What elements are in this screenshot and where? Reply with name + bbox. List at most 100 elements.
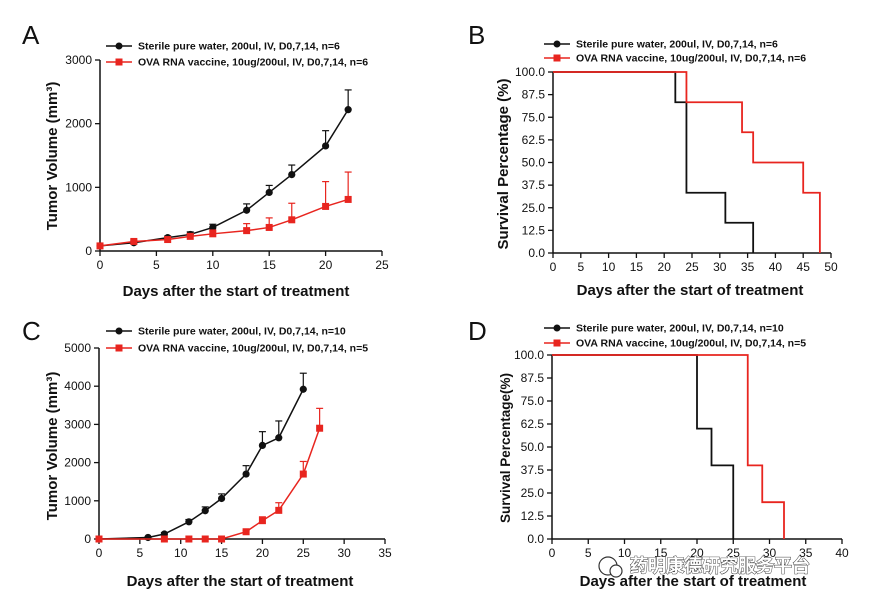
y-tick-label: 25.0 bbox=[522, 201, 546, 215]
data-point-vaccine bbox=[258, 517, 266, 525]
survival-step-line-vaccine bbox=[553, 71, 821, 253]
x-tick-label: 20 bbox=[319, 258, 333, 272]
x-tick-label: 0 bbox=[96, 546, 103, 560]
y-tick-label: 87.5 bbox=[522, 88, 546, 102]
y-tick-label: 37.5 bbox=[521, 463, 545, 477]
y-tick-label: 62.5 bbox=[521, 417, 545, 431]
x-tick-label: 5 bbox=[153, 258, 160, 272]
legend-label-control: Sterile pure water, 200ul, IV, D0,7,14, … bbox=[576, 39, 778, 51]
data-point-vaccine bbox=[185, 535, 193, 543]
wechat-icon-bubble bbox=[609, 564, 623, 578]
data-point-vaccine bbox=[316, 424, 324, 432]
survival-step-line-vaccine bbox=[552, 354, 785, 539]
x-tick-label: 50 bbox=[824, 260, 838, 274]
panel-a-tumor-volume-chart: Sterile pure water, 200ul, IV, D0,7,14, … bbox=[44, 41, 389, 301]
data-point-vaccine bbox=[322, 202, 330, 210]
data-point-vaccine bbox=[344, 195, 352, 203]
series-line-vaccine bbox=[99, 427, 321, 540]
x-tick-label: 35 bbox=[799, 546, 813, 560]
x-tick-label: 5 bbox=[137, 546, 144, 560]
y-tick-label: 0.0 bbox=[527, 532, 544, 546]
legend-label-control: Sterile pure water, 200ul, IV, D0,7,14, … bbox=[138, 326, 346, 338]
x-tick-label: 15 bbox=[654, 546, 668, 560]
y-axis-label: Tumor Volume (mm³) bbox=[44, 82, 61, 231]
x-tick-label: 30 bbox=[763, 546, 777, 560]
y-tick-label: 4000 bbox=[64, 379, 91, 393]
data-point-control bbox=[322, 142, 330, 150]
panel-label-c: C bbox=[22, 316, 41, 346]
data-point-vaccine bbox=[160, 535, 168, 543]
survival-step-line-control bbox=[553, 71, 755, 253]
x-tick-label: 25 bbox=[727, 546, 741, 560]
data-point-vaccine bbox=[201, 535, 209, 543]
legend-marker-control bbox=[553, 40, 561, 48]
x-tick-label: 35 bbox=[741, 260, 755, 274]
data-point-vaccine bbox=[265, 223, 273, 231]
x-axis-label: Days after the start of treatment bbox=[577, 282, 804, 299]
y-tick-label: 12.5 bbox=[522, 223, 546, 237]
x-tick-label: 0 bbox=[97, 258, 104, 272]
y-tick-label: 100.0 bbox=[514, 348, 544, 362]
legend-marker-vaccine bbox=[115, 58, 123, 66]
panel-c-tumor-volume-chart: Sterile pure water, 200ul, IV, D0,7,14, … bbox=[44, 326, 392, 591]
x-tick-label: 10 bbox=[602, 260, 616, 274]
y-tick-label: 3000 bbox=[65, 53, 92, 67]
data-point-control bbox=[288, 171, 296, 179]
data-point-control bbox=[265, 188, 273, 197]
x-tick-label: 25 bbox=[375, 258, 389, 272]
legend-label-vaccine: OVA RNA vaccine, 10ug/200ul, IV, D0,7,14… bbox=[576, 338, 806, 350]
y-tick-label: 87.5 bbox=[521, 371, 545, 385]
series-line-control bbox=[98, 388, 304, 540]
y-tick-label: 0 bbox=[85, 244, 92, 258]
data-point-vaccine bbox=[186, 232, 194, 240]
y-tick-label: 5000 bbox=[64, 341, 91, 355]
x-tick-label: 15 bbox=[215, 546, 229, 560]
data-point-control bbox=[185, 518, 193, 526]
x-tick-label: 40 bbox=[769, 260, 783, 274]
x-tick-label: 10 bbox=[206, 258, 220, 272]
y-tick-label: 37.5 bbox=[522, 178, 546, 192]
data-point-vaccine bbox=[96, 242, 104, 250]
y-axis-label: Tumor Volume (mm³) bbox=[44, 372, 61, 521]
x-axis-label: Days after the start of treatment bbox=[127, 573, 354, 590]
data-point-control bbox=[258, 441, 267, 450]
legend-label-control: Sterile pure water, 200ul, IV, D0,7,14, … bbox=[138, 41, 340, 53]
legend-label-vaccine: OVA RNA vaccine, 10ug/200ul, IV, D0,7,14… bbox=[138, 57, 368, 69]
panel-d-survival-chart: Sterile pure water, 200ul, IV, D0,7,14, … bbox=[498, 323, 849, 591]
panel-label-a: A bbox=[22, 20, 40, 50]
x-tick-label: 20 bbox=[256, 546, 270, 560]
data-point-vaccine bbox=[243, 227, 251, 235]
y-tick-label: 75.0 bbox=[522, 110, 546, 124]
y-tick-label: 2000 bbox=[64, 456, 91, 470]
x-tick-label: 0 bbox=[549, 546, 556, 560]
data-point-vaccine bbox=[95, 535, 103, 543]
x-tick-label: 40 bbox=[835, 546, 849, 560]
legend-label-control: Sterile pure water, 200ul, IV, D0,7,14, … bbox=[576, 323, 784, 335]
x-tick-label: 5 bbox=[585, 546, 592, 560]
x-tick-label: 35 bbox=[378, 546, 392, 560]
x-tick-label: 5 bbox=[577, 260, 584, 274]
y-tick-label: 12.5 bbox=[521, 509, 545, 523]
x-tick-label: 30 bbox=[713, 260, 727, 274]
y-axis-label: Survival Percentage(%) bbox=[498, 373, 513, 523]
legend-marker-vaccine bbox=[115, 344, 123, 352]
series-line-control bbox=[99, 109, 349, 247]
y-tick-label: 0 bbox=[84, 532, 91, 546]
legend-marker-control bbox=[553, 324, 561, 332]
legend-marker-control bbox=[115, 327, 123, 335]
data-point-control bbox=[275, 434, 283, 442]
data-point-vaccine bbox=[288, 216, 296, 224]
y-tick-label: 2000 bbox=[65, 117, 92, 131]
x-tick-label: 15 bbox=[263, 258, 277, 272]
x-tick-label: 15 bbox=[630, 260, 644, 274]
data-point-control bbox=[299, 385, 307, 393]
y-tick-label: 1000 bbox=[64, 494, 91, 508]
series-line-vaccine bbox=[99, 198, 349, 247]
x-tick-label: 10 bbox=[618, 546, 632, 560]
x-axis-label: Days after the start of treatment bbox=[580, 573, 807, 590]
y-tick-label: 62.5 bbox=[522, 133, 546, 147]
x-tick-label: 30 bbox=[337, 546, 351, 560]
y-tick-label: 75.0 bbox=[521, 394, 545, 408]
x-tick-label: 25 bbox=[297, 546, 311, 560]
